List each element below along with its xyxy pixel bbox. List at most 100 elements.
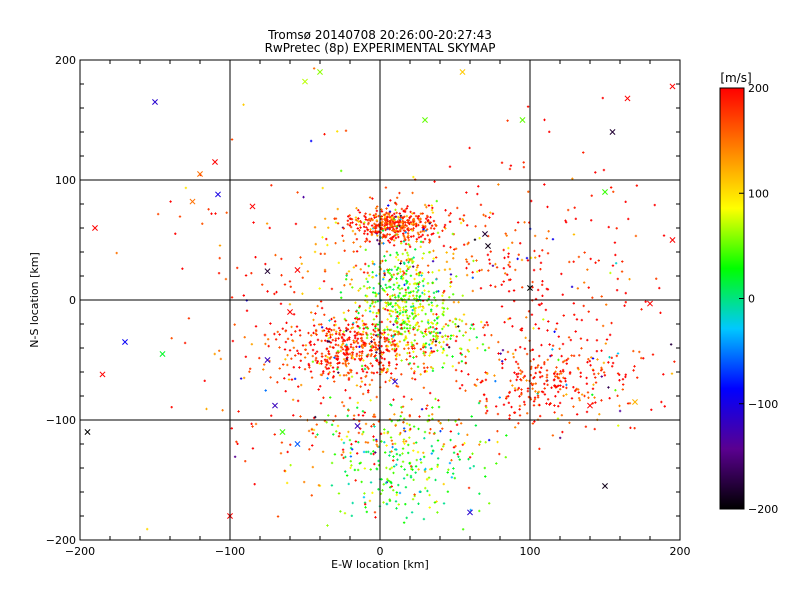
data-point: [591, 296, 594, 299]
data-point: [383, 336, 386, 339]
data-point: [506, 119, 509, 122]
data-point: [485, 397, 488, 401]
data-point: [537, 327, 541, 330]
data-point: [398, 219, 402, 223]
data-point: [393, 234, 397, 237]
data-point: [373, 425, 376, 428]
data-point: [483, 349, 487, 352]
data-point: [381, 364, 385, 367]
data-point: [427, 204, 431, 207]
data-point: [327, 340, 331, 343]
data-point: [472, 259, 475, 263]
data-point: [357, 311, 360, 315]
data-point: [286, 363, 289, 367]
data-point: [250, 343, 254, 346]
data-point: [534, 323, 537, 326]
data-point: [283, 348, 287, 351]
data-point: [377, 344, 380, 347]
data-point: [553, 372, 556, 375]
data-point: [634, 234, 638, 238]
data-point: [316, 433, 319, 436]
data-point: [370, 224, 374, 227]
data-point: [434, 397, 437, 401]
data-point: [342, 239, 345, 243]
data-point: [435, 278, 438, 281]
data-point: [433, 501, 437, 504]
data-point: [633, 365, 636, 368]
data-point: [264, 262, 267, 266]
data-point: [523, 403, 526, 406]
data-point: [565, 362, 568, 365]
data-point: [156, 212, 160, 216]
data-point: [385, 371, 388, 374]
data-point: [373, 462, 376, 466]
data-point: [356, 401, 360, 404]
data-point: [520, 388, 523, 391]
data-point: [394, 221, 397, 224]
data-point: [395, 352, 399, 356]
data-point: [393, 304, 397, 307]
data-point: [406, 317, 410, 320]
data-point: [287, 373, 291, 376]
data-point: [213, 352, 216, 356]
data-point: [591, 393, 594, 397]
data-point: [366, 271, 369, 275]
data-point: [564, 221, 568, 224]
data-point: [376, 323, 380, 326]
data-point: [406, 254, 410, 257]
data-point: [460, 383, 464, 387]
data-point: [294, 354, 297, 357]
data-point: [362, 495, 366, 499]
data-point: [334, 332, 338, 335]
data-point: [494, 379, 497, 383]
data-point: [504, 456, 507, 459]
data-point: [669, 343, 673, 346]
data-point: [390, 216, 394, 220]
data-point: [371, 311, 375, 314]
data-point: [320, 362, 323, 365]
data-point: [302, 480, 306, 484]
data-point: [508, 265, 512, 268]
data-point: [404, 242, 408, 246]
data-point: [435, 224, 438, 227]
data-point: [203, 379, 206, 383]
data-point: [439, 429, 442, 433]
data-point: [380, 440, 383, 443]
data-point: [514, 360, 518, 364]
data-point: [388, 272, 392, 275]
data-point: [386, 477, 389, 481]
data-point: [479, 287, 483, 290]
data-point: [342, 450, 345, 454]
data-point: [431, 413, 434, 416]
data-point: [541, 294, 544, 298]
data-point: [265, 222, 269, 225]
data-point: [345, 343, 348, 347]
data-point: [507, 263, 510, 267]
data-point: [320, 339, 323, 343]
data-point: [309, 343, 313, 347]
data-point: [383, 255, 386, 258]
data-point: [467, 373, 470, 376]
data-point: [398, 353, 401, 357]
scatter-points: [115, 67, 676, 531]
data-point: [390, 218, 393, 222]
data-point: [369, 228, 372, 231]
data-point: [207, 208, 210, 211]
data-point: [289, 443, 292, 446]
data-point: [336, 130, 339, 133]
data-point: [522, 165, 526, 169]
data-point: [363, 214, 366, 218]
data-point: [276, 381, 279, 384]
data-point: [333, 453, 337, 456]
data-point: [320, 306, 324, 310]
data-point: [568, 421, 571, 424]
data-point: [431, 326, 435, 329]
colorbar-tick-label: −100: [748, 398, 778, 411]
data-point: [416, 328, 419, 332]
data-point: [403, 330, 407, 333]
data-point: [388, 467, 392, 471]
data-point: [348, 282, 352, 286]
data-point: [347, 430, 350, 434]
data-point: [342, 311, 346, 314]
data-point: [353, 468, 357, 472]
